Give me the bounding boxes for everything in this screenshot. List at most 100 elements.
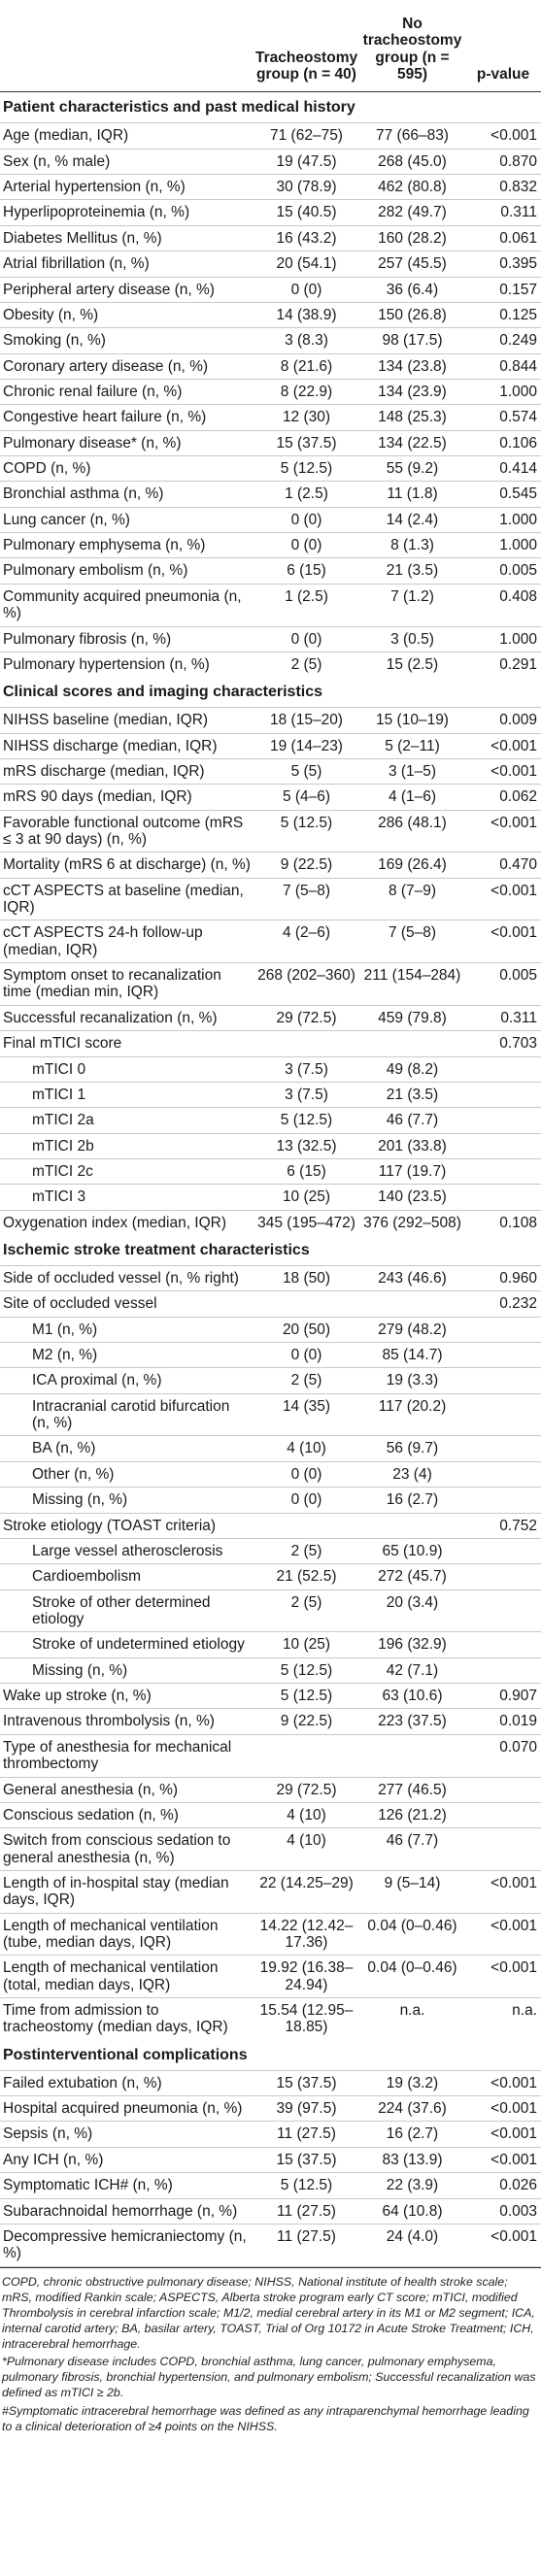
table-row: Length of mechanical ventilation (total,…: [0, 1956, 541, 1998]
row-label: Bronchial asthma (n, %): [3, 485, 164, 503]
table-row: mTICI 1 3 (7.5) 21 (3.5): [0, 1082, 541, 1108]
row-label: Stroke of undetermined etiology: [32, 1636, 245, 1654]
section-title: Clinical scores and imaging characterist…: [3, 684, 323, 701]
cell-p-value: 0.062: [499, 788, 537, 806]
cell-no-tracheostomy-value: [359, 1291, 465, 1317]
cell-no-tracheostomy-value: 4 (1–6): [388, 788, 437, 806]
row-label: Switch from conscious sedation to genera…: [3, 1832, 231, 1866]
cell-p-value: 1.000: [499, 383, 537, 400]
cell-tracheostomy-value: [254, 1513, 359, 1538]
row-label: Diabetes Mellitus (n, %): [3, 229, 162, 247]
table-row: Pulmonary fibrosis (n, %) 0 (0) 3 (0.5) 1.0…: [0, 626, 541, 652]
cell-no-tracheostomy-value: 20 (3.4): [386, 1593, 439, 1611]
row-label: mTICI 0: [32, 1060, 86, 1078]
cell-p-value: 0.125: [499, 306, 537, 323]
cell-p-value: <0.001: [490, 814, 537, 831]
cell-p-value: [465, 1657, 541, 1683]
cell-p-value: 0.061: [499, 229, 537, 247]
cell-no-tracheostomy-value: 3 (0.5): [390, 630, 434, 648]
table-row: Pulmonary embolism (n, %) 6 (15) 21 (3.5) 0…: [0, 558, 541, 585]
row-label: mTICI 3: [32, 1188, 86, 1206]
row-label: Atrial fibrillation (n, %): [3, 255, 150, 273]
cell-tracheostomy-value: 5 (12.5): [280, 460, 333, 478]
cell-tracheostomy-value: 5 (12.5): [280, 1661, 333, 1679]
cell-p-value: 0.003: [499, 2202, 537, 2220]
row-label: mTICI 2b: [32, 1137, 94, 1154]
table-row: Final mTICI score 0.703: [0, 1031, 541, 1057]
section-header-row: Patient characteristics and past medical…: [0, 92, 541, 123]
table-page: Tracheostomy group (n = 40) No tracheost…: [0, 16, 541, 2433]
cell-no-tracheostomy-value: 46 (7.7): [386, 1112, 439, 1129]
row-label: Sepsis (n, %): [3, 2125, 93, 2143]
cell-tracheostomy-value: 0 (0): [290, 630, 322, 648]
table-row: mRS discharge (median, IQR) 5 (5) 3 (1–5) <…: [0, 758, 541, 785]
cell-p-value: 0.395: [499, 255, 537, 273]
cell-p-value: [465, 1082, 541, 1107]
header-tracheostomy-group: Tracheostomy group (n = 40): [255, 49, 358, 84]
cell-p-value: 0.232: [499, 1295, 537, 1313]
cell-no-tracheostomy-value: 16 (2.7): [386, 2125, 439, 2143]
cell-p-value: 0.157: [499, 281, 537, 298]
row-label: M2 (n, %): [32, 1347, 98, 1364]
cell-no-tracheostomy-value: 49 (8.2): [386, 1060, 439, 1078]
cell-p-value: [465, 1133, 541, 1158]
table-row: Missing (n, %) 5 (12.5) 42 (7.1): [0, 1657, 541, 1684]
cell-tracheostomy-value: 71 (62–75): [270, 127, 343, 145]
cell-tracheostomy-value: 11 (27.5): [277, 2202, 336, 2220]
row-label: mRS 90 days (median, IQR): [3, 788, 192, 806]
table-row: Intracranial carotid bifurcation (n, %) 1…: [0, 1393, 541, 1436]
table-row: Symptom onset to recanalization time (me…: [0, 963, 541, 1006]
table-row: NIHSS discharge (median, IQR) 19 (14–23) 5…: [0, 733, 541, 759]
cell-tracheostomy-value: [254, 1291, 359, 1317]
cell-p-value: 0.005: [499, 967, 537, 985]
cell-p-value: <0.001: [490, 2074, 537, 2091]
row-label: Community acquired pneumonia (n, %): [3, 587, 242, 622]
cell-no-tracheostomy-value: 211 (154–284): [363, 967, 461, 985]
cell-no-tracheostomy-value: 0.04 (0–0.46): [367, 1917, 457, 1934]
row-label: Symptom onset to recanalization time (me…: [3, 967, 221, 1001]
cell-p-value: <0.001: [490, 2151, 537, 2168]
row-label: NIHSS discharge (median, IQR): [3, 737, 218, 754]
cell-no-tracheostomy-value: 56 (9.7): [386, 1440, 439, 1457]
table-row: M1 (n, %) 20 (50) 279 (48.2): [0, 1317, 541, 1343]
table-row: Length of mechanical ventilation (tube, …: [0, 1913, 541, 1956]
cell-no-tracheostomy-value: 279 (48.2): [378, 1321, 447, 1338]
table-row: M2 (n, %) 0 (0) 85 (14.7): [0, 1343, 541, 1368]
cell-tracheostomy-value: 14 (38.9): [276, 306, 337, 323]
cell-no-tracheostomy-value: 55 (9.2): [386, 460, 439, 478]
cell-no-tracheostomy-value: 22 (3.9): [386, 2177, 439, 2194]
cell-no-tracheostomy-value: n.a.: [399, 2002, 425, 2020]
cell-no-tracheostomy-value: 7 (5–8): [388, 924, 437, 942]
cell-no-tracheostomy-value: 243 (46.6): [378, 1269, 447, 1287]
cell-no-tracheostomy-value: 134 (22.5): [378, 434, 447, 452]
cell-tracheostomy-value: 3 (7.5): [285, 1060, 328, 1078]
table-row: Conscious sedation (n, %) 4 (10) 126 (21.2…: [0, 1802, 541, 1828]
table-row: Obesity (n, %) 14 (38.9) 150 (26.8) 0.125: [0, 302, 541, 328]
row-label: Missing (n, %): [32, 1491, 128, 1509]
cell-no-tracheostomy-value: 15 (2.5): [386, 655, 439, 673]
cell-tracheostomy-value: 6 (15): [287, 562, 326, 580]
row-label: Smoking (n, %): [3, 332, 106, 350]
cell-tracheostomy-value: 20 (54.1): [276, 255, 337, 273]
header-no-tracheostomy-group: No tracheostomy group (n = 595): [362, 16, 462, 84]
cell-tracheostomy-value: 12 (30): [282, 409, 331, 426]
table-row: Congestive heart failure (n, %) 12 (30) 14…: [0, 405, 541, 431]
cell-no-tracheostomy-value: 63 (10.6): [382, 1688, 443, 1705]
cell-p-value: <0.001: [490, 1874, 537, 1891]
cell-no-tracheostomy-value: 268 (45.0): [378, 152, 447, 170]
table-row: Large vessel atherosclerosis 2 (5) 65 (10.…: [0, 1538, 541, 1564]
table-row: Intravenous thrombolysis (n, %) 9 (22.5) 2…: [0, 1709, 541, 1735]
cell-p-value: 0.574: [499, 409, 537, 426]
cell-tracheostomy-value: 1 (2.5): [285, 485, 328, 503]
row-label: M1 (n, %): [32, 1321, 98, 1338]
cell-tracheostomy-value: 20 (50): [282, 1321, 331, 1338]
section-title: Patient characteristics and past medical…: [3, 99, 355, 117]
table-row: mTICI 2a 5 (12.5) 46 (7.7): [0, 1108, 541, 1134]
cell-p-value: <0.001: [490, 924, 537, 942]
cell-p-value: 0.414: [499, 460, 537, 478]
row-label: Final mTICI score: [3, 1035, 122, 1053]
row-label: Decompressive hemicraniectomy (n, %): [3, 2227, 247, 2262]
row-label: Intravenous thrombolysis (n, %): [3, 1713, 215, 1730]
table-row: ICA proximal (n, %) 2 (5) 19 (3.3): [0, 1368, 541, 1394]
cell-p-value: [465, 1538, 541, 1563]
